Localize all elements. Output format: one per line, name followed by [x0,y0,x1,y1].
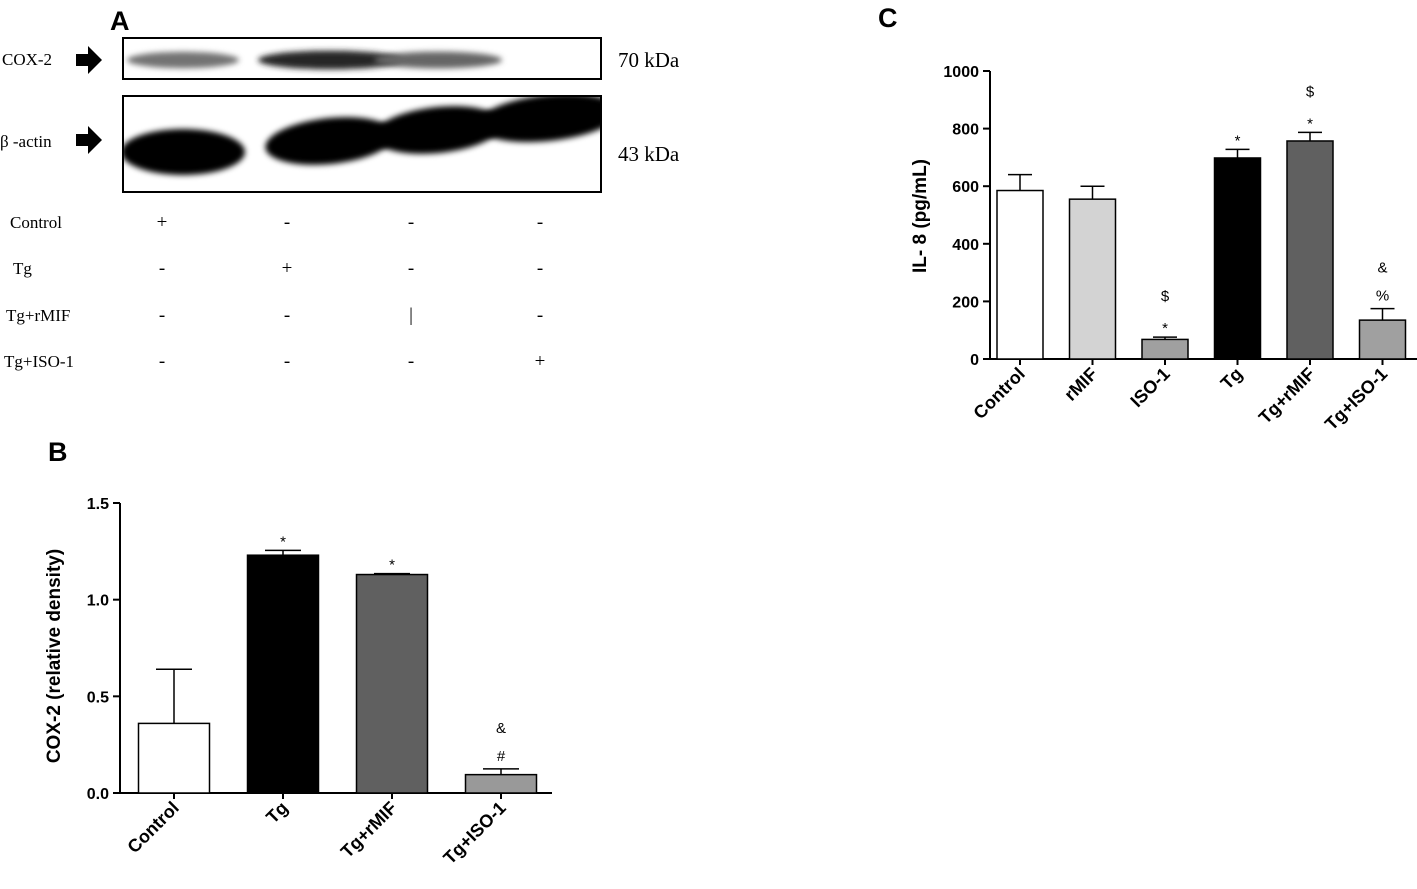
chart-b-annotation-tg-iso-1: # [497,748,506,765]
condition-label-tg-iso1: Tg+ISO-1 [4,352,74,371]
cox2-band-lane-1 [127,51,239,69]
chart-c-annotation-iso-1: * [1162,320,1168,337]
condition-sign-tg-rmif-lane-3: | [409,305,413,326]
actin-band-lane-2 [265,117,395,165]
chart-b-bar-control [137,722,211,794]
cox2-band-lane-2 [258,50,402,70]
chart-b-cox2: 0.0 0.5 1.0 1.5 Control Tg * Tg+rMIF * Tg+ISO-1 # &… [44,496,552,868]
chart-c-xtick-label-tg-iso-1: Tg+ISO-1 [1321,364,1391,434]
chart-c-bar-tg-iso-1 [1358,319,1407,360]
chart-c-il8: 0 200 400 600 800 1000 Control rMIF ISO-1 * $ Tg * Tg… [910,64,1417,434]
arrow-icon-actin [76,126,102,154]
chart-c-axes [983,70,1417,365]
chart-c-xtick-label-control: Control [969,364,1028,423]
chart-b-annotation-tg-iso-1: & [496,720,506,737]
condition-sign-control-lane-4: - [537,212,543,233]
western-blot: COX-2 β -actin 70 kDa 43 kDa Control Tg … [0,37,680,372]
chart-c-annotation-tg-iso-1: & [1377,260,1387,277]
chart-b-xtick-label-control: Control [123,798,182,857]
chart-b-xtick-label-tg: Tg [262,798,292,828]
condition-label-tg-rmif: Tg+rMIF [6,306,70,325]
chart-c-xtick-label-tg: Tg [1217,364,1247,394]
chart-c-bar-rmif [1068,198,1117,360]
condition-label-tg: Tg [13,259,32,278]
chart-c-ytick-label: 0 [970,352,979,369]
condition-sign-tg-lane-3: - [408,258,414,279]
actin-band-lane-4 [476,96,601,143]
chart-c-annotation-tg-rmif: * [1307,115,1313,132]
condition-sign-tg-iso-1-lane-1: - [159,351,165,372]
arrow-icon-cox2 [76,46,102,74]
condition-sign-tg-lane-2: + [282,258,293,279]
chart-b-ytick-label: 1.0 [87,593,109,610]
condition-sign-tg-rmif-lane-2: - [284,305,290,326]
chart-b-xtick-label-tg-rmif: Tg+rMIF [337,798,401,862]
chart-b-bar-tg [246,554,320,794]
chart-b-bar-tg-rmif [355,573,429,794]
chart-c-ylabel: IL- 8 (pg/mL) [910,159,931,273]
chart-c-ytick-label: 800 [952,122,979,139]
panel-letter-a: A [110,6,130,36]
blot-size-cox2: 70 kDa [618,48,680,72]
chart-b-xtick-label-tg-iso-1: Tg+ISO-1 [439,798,509,868]
chart-c-annotation-tg: * [1235,132,1241,149]
chart-c-xtick-label-iso-1: ISO-1 [1126,364,1173,411]
blot-label-cox2: COX-2 [2,50,52,69]
chart-c-ytick-label: 400 [952,237,979,254]
condition-sign-tg-rmif-lane-4: - [537,305,543,326]
chart-c-ytick-label: 200 [952,294,979,311]
chart-c-annotation-tg-iso-1: % [1376,288,1389,305]
chart-c-annotation-tg-rmif: $ [1306,83,1315,100]
chart-c-xtick-label-rmif: rMIF [1060,364,1101,405]
condition-signs: + - - - - + - - - - | - - - - + [157,212,546,372]
cox2-band-lane-3 [374,51,502,69]
chart-b-annotation-tg-rmif: * [389,557,395,574]
chart-c-xtick-label-tg-rmif: Tg+rMIF [1255,364,1319,428]
panel-letter-c: C [878,3,898,33]
chart-c-ytick-label: 600 [952,179,979,196]
actin-band-lane-1 [123,129,245,175]
chart-c-bars [996,131,1407,360]
chart-c-annotation-iso-1: $ [1161,288,1170,305]
chart-b-ytick-label: 1.5 [87,496,109,513]
chart-b-ytick-label: 0.0 [87,786,109,803]
condition-table: Control Tg Tg+rMIF Tg+ISO-1 [4,213,74,371]
chart-b-annotation-tg: * [280,533,286,550]
blot-label-actin: β -actin [0,132,52,151]
blot-size-actin: 43 kDa [618,142,680,166]
condition-sign-tg-iso-1-lane-4: + [535,351,546,372]
chart-b-ytick-label: 0.5 [87,689,109,706]
chart-b-ylabel: COX-2 (relative density) [44,549,65,763]
condition-sign-tg-lane-1: - [159,258,165,279]
chart-c-bar-iso-1 [1141,338,1189,360]
condition-sign-control-lane-2: - [284,212,290,233]
actin-band-lane-3 [373,106,503,154]
condition-label-control: Control [10,213,62,232]
chart-c-bar-tg-rmif [1286,140,1334,360]
condition-sign-control-lane-3: - [408,212,414,233]
condition-sign-control-lane-1: + [157,212,168,233]
panel-letter-b: B [48,437,68,467]
condition-sign-tg-rmif-lane-1: - [159,305,165,326]
chart-b-bar-tg-iso-1 [464,773,538,794]
chart-c-bar-control [996,189,1044,360]
chart-b-bars [137,549,538,794]
chart-c-bar-tg [1213,157,1262,360]
condition-sign-tg-iso-1-lane-3: - [408,351,414,372]
condition-sign-tg-iso-1-lane-2: - [284,351,290,372]
chart-c-ytick-label: 1000 [943,64,979,81]
condition-sign-tg-lane-4: - [537,258,543,279]
